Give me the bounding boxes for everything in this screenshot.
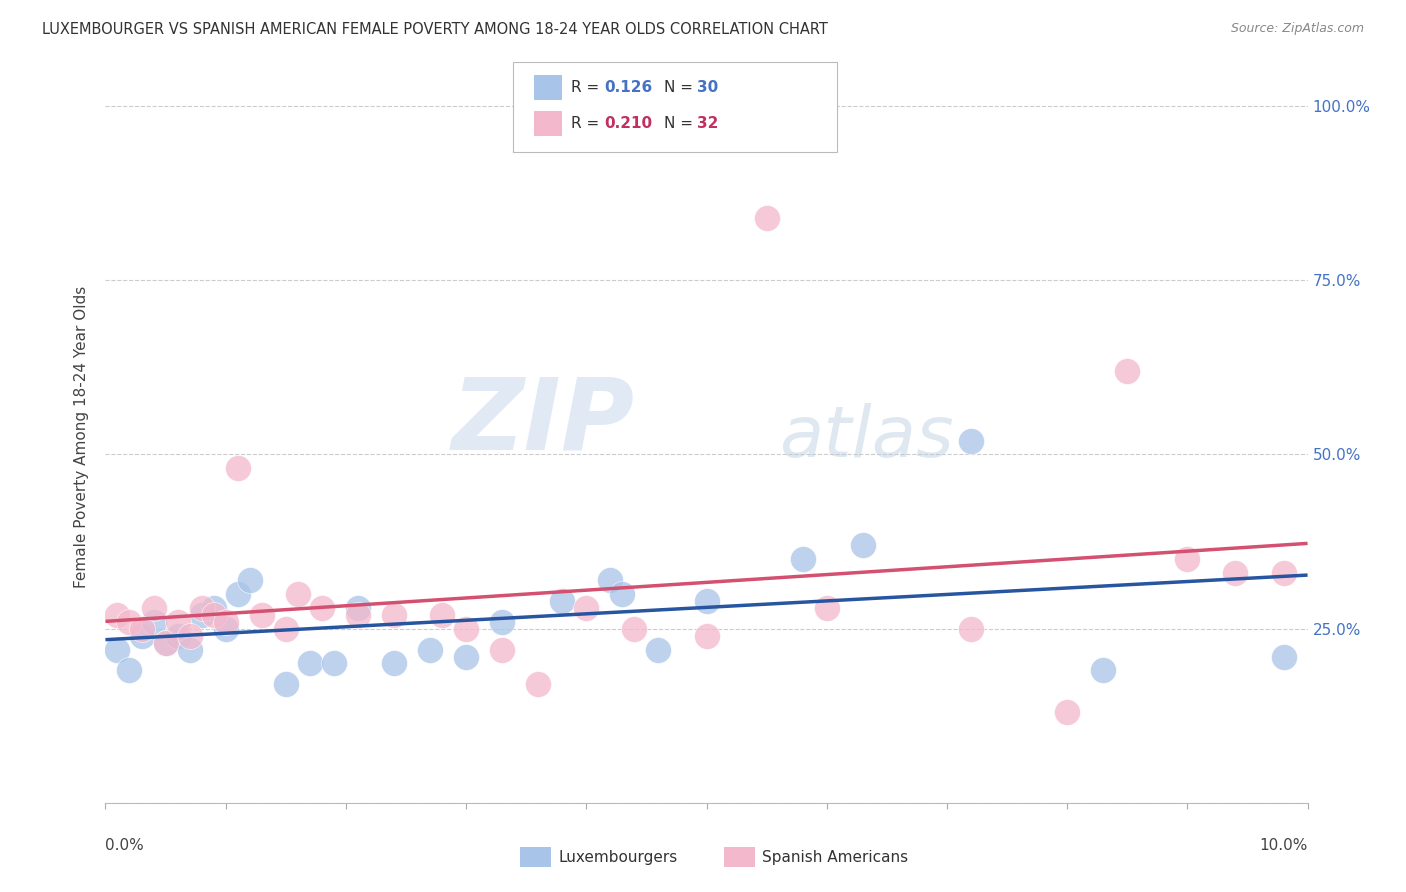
Point — [1272, 649, 1295, 664]
Point — [696, 594, 718, 608]
Point — [623, 622, 645, 636]
Text: 0.210: 0.210 — [605, 116, 652, 130]
Point — [239, 573, 262, 587]
Point — [274, 622, 297, 636]
Text: 0.126: 0.126 — [605, 80, 652, 95]
Point — [298, 657, 321, 671]
Point — [382, 607, 405, 622]
Point — [287, 587, 309, 601]
Point — [142, 615, 165, 629]
Point — [647, 642, 669, 657]
Point — [1056, 705, 1078, 719]
Point — [214, 615, 236, 629]
Point — [274, 677, 297, 691]
Point — [142, 600, 165, 615]
Text: 32: 32 — [697, 116, 718, 130]
Point — [311, 600, 333, 615]
Point — [190, 607, 212, 622]
Point — [179, 629, 201, 643]
Point — [118, 615, 141, 629]
Y-axis label: Female Poverty Among 18-24 Year Olds: Female Poverty Among 18-24 Year Olds — [75, 286, 90, 588]
Point — [202, 600, 225, 615]
Text: 0.0%: 0.0% — [105, 838, 145, 854]
Point — [226, 587, 249, 601]
Point — [575, 600, 598, 615]
Point — [454, 649, 477, 664]
Point — [166, 629, 188, 643]
Point — [190, 600, 212, 615]
Point — [491, 615, 513, 629]
Point — [419, 642, 441, 657]
Point — [179, 642, 201, 657]
Text: ZIP: ZIP — [451, 374, 634, 471]
Point — [1116, 364, 1139, 378]
Point — [166, 615, 188, 629]
Point — [155, 635, 177, 649]
Point — [107, 642, 129, 657]
Point — [755, 211, 778, 225]
Point — [960, 434, 983, 448]
Point — [202, 607, 225, 622]
Text: N =: N = — [664, 80, 697, 95]
Point — [852, 538, 875, 552]
Text: N =: N = — [664, 116, 697, 130]
Text: 10.0%: 10.0% — [1260, 838, 1308, 854]
Point — [696, 629, 718, 643]
Point — [1175, 552, 1198, 566]
Text: R =: R = — [571, 116, 605, 130]
Text: Source: ZipAtlas.com: Source: ZipAtlas.com — [1230, 22, 1364, 36]
Text: Luxembourgers: Luxembourgers — [558, 850, 678, 864]
Point — [382, 657, 405, 671]
Point — [131, 629, 153, 643]
Point — [960, 622, 983, 636]
Point — [214, 622, 236, 636]
Point — [250, 607, 273, 622]
Text: R =: R = — [571, 80, 605, 95]
Point — [612, 587, 634, 601]
Point — [118, 664, 141, 678]
Point — [815, 600, 838, 615]
Text: atlas: atlas — [779, 402, 953, 472]
Point — [1225, 566, 1247, 580]
Point — [347, 600, 370, 615]
Point — [131, 622, 153, 636]
Point — [454, 622, 477, 636]
Text: LUXEMBOURGER VS SPANISH AMERICAN FEMALE POVERTY AMONG 18-24 YEAR OLDS CORRELATIO: LUXEMBOURGER VS SPANISH AMERICAN FEMALE … — [42, 22, 828, 37]
Point — [226, 461, 249, 475]
Point — [155, 635, 177, 649]
Point — [527, 677, 550, 691]
Point — [107, 607, 129, 622]
Point — [599, 573, 621, 587]
Text: Spanish Americans: Spanish Americans — [762, 850, 908, 864]
Point — [792, 552, 814, 566]
Point — [1272, 566, 1295, 580]
Point — [430, 607, 453, 622]
Point — [322, 657, 344, 671]
Point — [491, 642, 513, 657]
Point — [347, 607, 370, 622]
Point — [1092, 664, 1115, 678]
Point — [551, 594, 574, 608]
Text: 30: 30 — [697, 80, 718, 95]
